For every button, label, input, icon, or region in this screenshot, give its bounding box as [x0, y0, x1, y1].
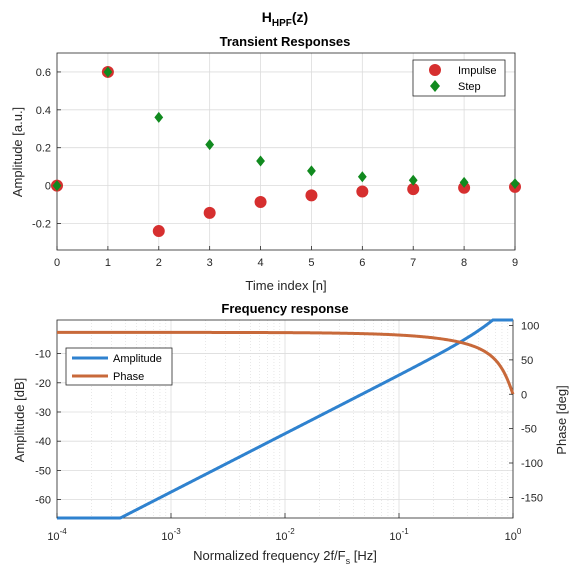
transient-y-tick-label: 0.2 [36, 143, 51, 155]
supertitle-main: H [262, 9, 272, 25]
phase-line [57, 330, 515, 395]
frequency-title: Frequency response [221, 301, 348, 316]
tick-base: 10 [47, 531, 59, 543]
frequency-right-tick-label: -100 [521, 458, 543, 470]
transient-y-tick-label: 0.4 [36, 105, 51, 117]
transient-legend: Impulse Step [412, 59, 506, 97]
frequency-right-tick-label: 0 [521, 389, 527, 401]
transient-x-ticks: 0 1 2 3 4 5 6 7 8 9 [54, 246, 518, 269]
frequency-x-tick-label: 10-4 [47, 527, 67, 543]
step-point [52, 180, 62, 192]
frequency-y-tick-label: -50 [35, 465, 51, 477]
transient-x-tick-label: 2 [156, 257, 162, 269]
legend-amplitude-label: Amplitude [113, 353, 162, 365]
step-point [154, 111, 164, 123]
transient-y-tick-label: 0 [45, 181, 51, 193]
legend-step-label: Step [458, 81, 481, 93]
frequency-x-label: Normalized frequency 2f/Fs [Hz] [193, 548, 377, 566]
tick-base: 10 [505, 531, 517, 543]
frequency-x-tick-label: 100 [505, 527, 522, 543]
frequency-y-tick-label: -30 [35, 407, 51, 419]
transient-title: Transient Responses [220, 34, 351, 49]
frequency-y-tick-label: -10 [35, 349, 51, 361]
transient-grid [56, 53, 516, 250]
frequency-legend-box [65, 347, 173, 386]
impulse-point [407, 183, 420, 196]
step-point [408, 174, 418, 186]
transient-x-tick-label: 4 [257, 257, 263, 269]
transient-legend-box [412, 59, 506, 97]
transient-x-tick-label: 7 [410, 257, 416, 269]
tick-base: 10 [389, 531, 401, 543]
frequency-right-tick-label: -50 [521, 424, 537, 436]
transient-y-tick-label: 0.6 [36, 67, 51, 79]
transient-x-tick-label: 1 [105, 257, 111, 269]
step-point [103, 66, 113, 78]
transient-y-label: Amplitude [a.u.] [10, 107, 25, 197]
transient-plot-box [56, 52, 516, 251]
step-point [205, 139, 215, 151]
frequency-right-tick-label: 100 [521, 321, 539, 333]
tick-exponent: -3 [174, 527, 182, 536]
figure-supertitle: HHPF(z) [262, 9, 308, 29]
frequency-x-tick-label: 10-3 [161, 527, 181, 543]
transient-x-tick-label: 9 [512, 257, 518, 269]
step-point [459, 176, 469, 188]
step-point [357, 171, 367, 183]
transient-axes: Transient Responses 0 1 2 3 4 5 6 7 8 9 -0.2 0 0.2 0… [10, 34, 521, 293]
tick-exponent: 0 [517, 527, 522, 536]
transient-x-tick-label: 0 [54, 257, 60, 269]
step-point [510, 178, 520, 190]
impulse-point [152, 225, 165, 238]
impulse-point [356, 185, 369, 198]
supertitle-subscript: HPF [272, 18, 292, 29]
step-point [256, 155, 265, 167]
amplitude-line [57, 318, 513, 520]
transient-x-label: Time index [n] [245, 278, 326, 293]
frequency-y-tick-label: -20 [35, 378, 51, 390]
legend-phase-label: Phase [113, 371, 144, 383]
tick-base: 10 [275, 531, 287, 543]
frequency-y-ticks-right: -150 -100 -50 0 50 100 [509, 321, 543, 504]
tick-base: 10 [161, 531, 173, 543]
frequency-legend: Amplitude Phase [65, 347, 173, 386]
transient-x-tick-label: 3 [207, 257, 213, 269]
frequency-y-label-left: Amplitude [dB] [12, 378, 27, 463]
frequency-right-tick-label: 50 [521, 355, 533, 367]
frequency-x-ticks: 10-4 10-3 10-2 10-1 100 [47, 513, 522, 543]
legend-impulse-marker [429, 64, 441, 76]
frequency-y-tick-label: -60 [35, 495, 51, 507]
transient-y-ticks: -0.2 0 0.2 0.4 0.6 [32, 67, 61, 230]
frequency-lines [57, 318, 515, 520]
frequency-right-tick-label: -150 [521, 492, 543, 504]
step-point [307, 165, 316, 177]
frequency-x-label-main: Normalized frequency 2f/F [193, 548, 346, 563]
legend-impulse-label: Impulse [458, 65, 497, 77]
legend-step-marker [430, 80, 440, 92]
transient-y-tick-label: -0.2 [32, 218, 51, 230]
impulse-point [203, 206, 216, 219]
tick-exponent: -2 [288, 527, 296, 536]
transient-x-tick-label: 5 [308, 257, 314, 269]
frequency-y-ticks-left: -60 -50 -40 -30 -20 -10 [35, 349, 61, 507]
impulse-point [254, 195, 267, 208]
tick-exponent: -1 [402, 527, 410, 536]
tick-exponent: -4 [60, 527, 68, 536]
transient-x-tick-label: 6 [359, 257, 365, 269]
transient-x-tick-label: 8 [461, 257, 467, 269]
frequency-x-label-tail: [Hz] [350, 548, 377, 563]
frequency-x-tick-label: 10-1 [389, 527, 409, 543]
transient-marks [51, 65, 521, 238]
frequency-y-tick-label: -40 [35, 436, 51, 448]
frequency-axes: Frequency response 10-4 10-3 10-2 10-1 100 -… [12, 301, 569, 566]
frequency-y-label-right: Phase [deg] [554, 385, 569, 454]
supertitle-tail: (z) [292, 9, 308, 25]
impulse-point [305, 189, 318, 202]
frequency-x-tick-label: 10-2 [275, 527, 295, 543]
frequency-x-label-sub: s [346, 556, 351, 566]
